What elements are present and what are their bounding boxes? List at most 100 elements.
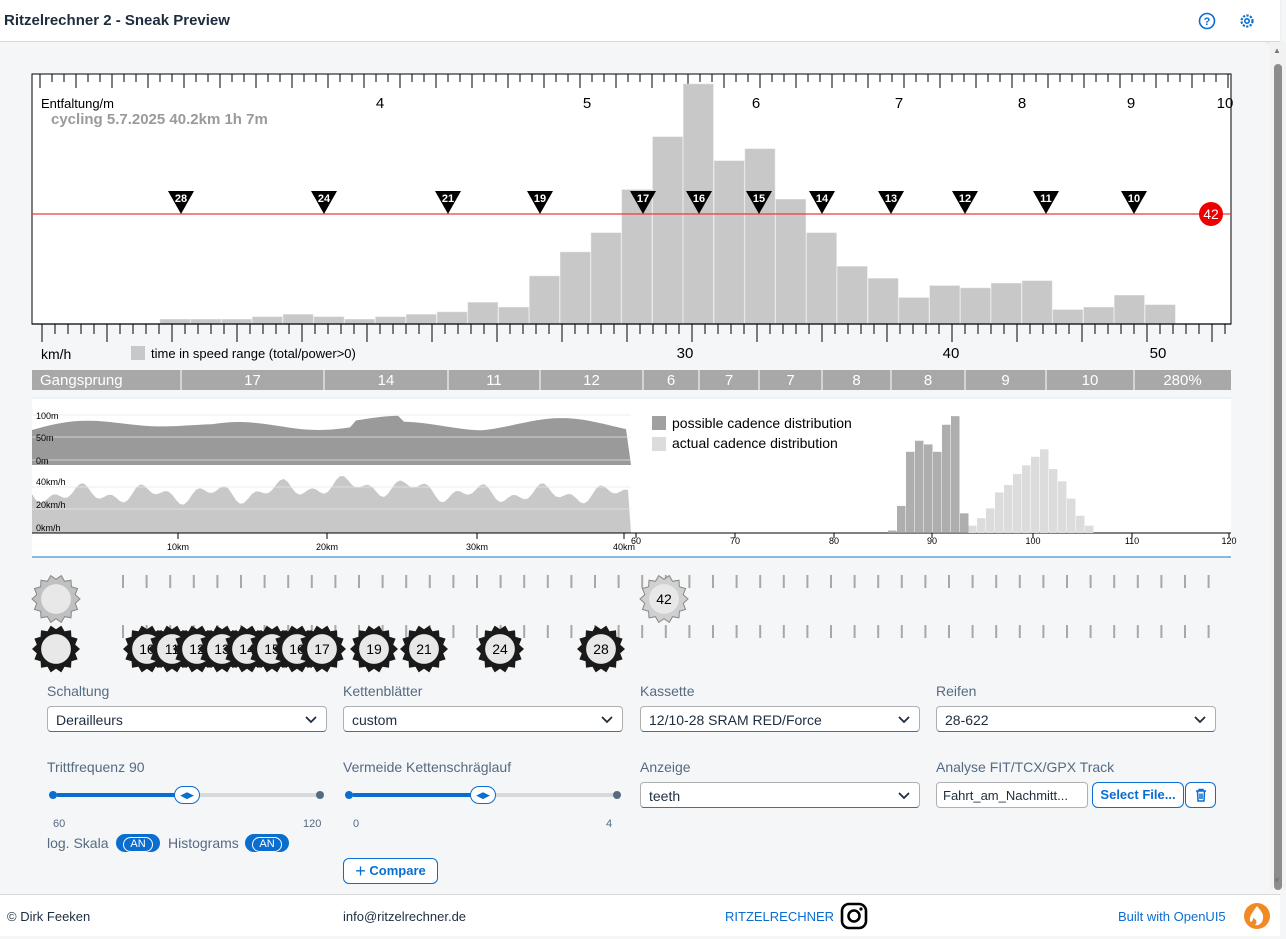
page-scrollbar[interactable]: ▲ ▼ (1270, 42, 1286, 890)
speed-bar (406, 314, 437, 325)
actual-cadence-bar (1004, 485, 1013, 533)
kettenblaetter-select[interactable]: custom (343, 706, 623, 732)
anzeige-value: teeth (649, 788, 681, 804)
gear-label: 19 (366, 641, 382, 657)
trittfrequenz-handle[interactable]: ◀▶ (174, 786, 200, 804)
entfaltung-tick-label: 4 (376, 95, 384, 112)
track-title: cycling 5.7.2025 40.2km 1h 7m (51, 111, 268, 128)
svg-text:?: ? (1204, 16, 1211, 28)
actual-cadence-bar (1058, 481, 1067, 533)
legend-swatch (131, 346, 145, 360)
log-skala-switch[interactable]: AN (116, 834, 160, 852)
actual-legend-swatch (652, 437, 666, 451)
cog-marker[interactable]: 14 (809, 191, 835, 214)
speed-bar (1021, 280, 1053, 325)
kettenschraeglauf-handle[interactable]: ◀▶ (470, 786, 496, 804)
rear-cog[interactable]: 24 (476, 625, 524, 673)
distance-axis: 10km 20km 30km 40km (167, 533, 635, 552)
scroll-thumb[interactable] (1274, 64, 1282, 890)
speed-bar (252, 316, 283, 325)
openui5-logo-icon (1244, 903, 1270, 929)
gear-label: 15 (264, 641, 280, 657)
scroll-down-icon[interactable]: ▼ (1273, 876, 1281, 885)
rear-cog-large-icon[interactable] (32, 625, 80, 673)
footer: © Dirk Feeken info@ritzelrechner.de RITZ… (0, 894, 1280, 936)
cog-marker[interactable]: 10 (1121, 191, 1147, 214)
cog-marker[interactable]: 13 (878, 191, 904, 214)
schaltung-select[interactable]: Derailleurs (47, 706, 327, 732)
distance-tick-label: 30km (466, 542, 488, 552)
distance-tick-label: 40km (613, 542, 635, 552)
cog-marker[interactable]: 12 (952, 191, 978, 214)
speed-tick-label: 20km/h (36, 500, 66, 510)
cog-marker[interactable]: 17 (630, 191, 656, 214)
cadence-tick-label: 110 (1125, 536, 1139, 546)
speed-tick-label: 40 (943, 345, 960, 362)
anzeige-select[interactable]: teeth (640, 782, 920, 808)
cog-marker-label: 11 (1040, 193, 1052, 205)
gangsprung-label: Gangsprung (40, 372, 123, 389)
rear-cog[interactable]: 17 (298, 625, 346, 673)
scroll-up-icon[interactable]: ▲ (1273, 46, 1281, 55)
speed-bar (436, 311, 468, 325)
speed-bar (375, 316, 406, 325)
cog-marker-label: 17 (637, 193, 649, 205)
help-icon[interactable]: ? (1197, 11, 1217, 31)
delete-file-button[interactable] (1185, 782, 1216, 808)
possible-cadence-histogram (888, 416, 969, 533)
histograms-switch[interactable]: AN (245, 834, 289, 852)
cog-marker[interactable]: 11 (1033, 191, 1059, 214)
active-chainring[interactable]: 42 (639, 574, 689, 624)
reifen-label: Reifen (936, 683, 977, 699)
cog-marker[interactable]: 19 (527, 191, 553, 214)
gear-label: 14 (239, 641, 255, 657)
entfaltung-tick-label: 7 (895, 95, 903, 112)
gear-icon[interactable] (1237, 11, 1257, 31)
cadence-tick-label: 120 (1221, 536, 1236, 546)
cog-marker[interactable]: 24 (311, 191, 337, 214)
front-chainring-small-icon[interactable] (31, 574, 81, 624)
kettenschraeglauf-min: 0 (353, 818, 360, 830)
speed-bar (221, 318, 252, 325)
actual-cadence-bar (1049, 469, 1058, 533)
cog-marker[interactable]: 16 (686, 191, 712, 214)
compare-button[interactable]: + Compare (343, 858, 438, 884)
schaltung-value: Derailleurs (56, 712, 123, 728)
rear-cog[interactable]: 21 (400, 625, 448, 673)
plus-icon: + (355, 861, 366, 881)
gangsprung-value: 7 (725, 372, 733, 389)
cadence-tick-label: 90 (927, 536, 937, 546)
openui5-link[interactable]: Built with OpenUI5 (1118, 909, 1226, 924)
actual-cadence-bar (1022, 465, 1031, 533)
rear-cog[interactable]: 28 (577, 625, 625, 673)
gangsprung-value: 8 (852, 372, 860, 389)
possible-cadence-bar (897, 505, 906, 533)
actual-cadence-bar (986, 508, 995, 533)
track-file-field[interactable]: Fahrt_am_Nachmitt... (936, 782, 1088, 808)
profile-labels: 100m 50m 0m 40km/h 20km/h 0km/h (36, 411, 66, 533)
speed-bar (344, 318, 375, 325)
cog-marker-label: 28 (175, 193, 187, 205)
chainring-marker[interactable]: 42 (1199, 202, 1223, 226)
kassette-select[interactable]: 12/10-28 SRAM RED/Force (640, 706, 920, 732)
select-file-button[interactable]: Select File... (1092, 782, 1184, 808)
speed-axis-label: km/h (41, 346, 71, 362)
reifen-value: 28-622 (945, 712, 989, 728)
actual-cadence-bar (1067, 498, 1076, 533)
possible-cadence-bar (960, 513, 969, 533)
brand-link[interactable]: RITZELRECHNER (725, 909, 835, 924)
speed-bar (313, 316, 345, 325)
cog-marker[interactable]: 28 (168, 191, 194, 214)
rear-cog[interactable]: 19 (350, 625, 398, 673)
gangsprung-value: 12 (583, 372, 600, 389)
charts-area: 4 5 6 7 8 9 10 30 40 50 Entfaltung/m cycling 5.7… (31, 73, 1237, 673)
email-link[interactable]: info@ritzelrechner.de (343, 909, 467, 924)
reifen-select[interactable]: 28-622 (936, 706, 1216, 732)
speed-bar (1114, 294, 1145, 325)
cog-marker[interactable]: 15 (746, 191, 772, 214)
cog-marker[interactable]: 21 (435, 191, 461, 214)
gear-row: 42 10 11 12 13 14 15 16 17 19 21 24 28 (31, 574, 689, 673)
instagram-icon[interactable] (839, 901, 869, 931)
kassette-value: 12/10-28 SRAM RED/Force (649, 712, 822, 728)
log-skala-label: log. Skala (47, 835, 109, 851)
